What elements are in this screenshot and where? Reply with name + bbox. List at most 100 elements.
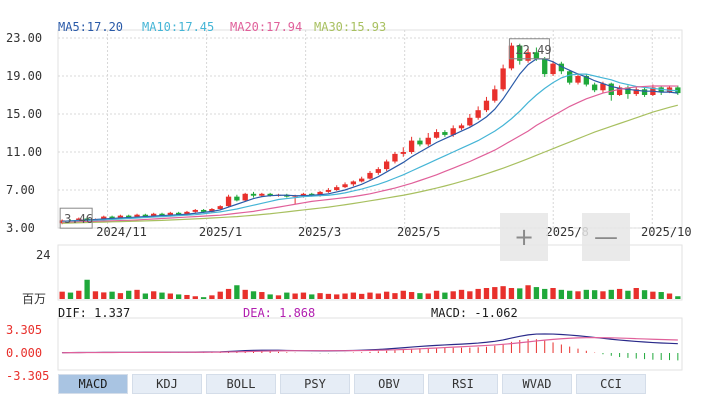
volume-bar [76, 290, 82, 299]
tab-obv[interactable]: OBV [354, 374, 424, 394]
candle-body [583, 76, 589, 85]
ma10-label: MA10:17.45 [142, 20, 215, 34]
candle-body [192, 209, 198, 212]
high-annotation-box [508, 38, 550, 60]
candle-body [234, 196, 240, 201]
candle-body [500, 68, 506, 90]
candle-body [242, 193, 248, 201]
dea-line [62, 337, 678, 354]
candle-body [259, 193, 265, 196]
volume-panel-frame [57, 244, 683, 301]
candle-body [342, 184, 348, 188]
volume-bar [450, 291, 456, 299]
candle-body [483, 100, 490, 111]
tab-rsi[interactable]: RSI [428, 374, 498, 394]
volume-bar [650, 291, 656, 299]
price-tick-label: 7.00 [6, 183, 35, 197]
ma30-label: MA30:15.93 [314, 20, 387, 34]
candle-body [433, 132, 440, 138]
candle-body [400, 152, 406, 154]
volume-bar [259, 292, 265, 299]
volume-bar [234, 285, 240, 299]
volume-bar [442, 292, 448, 299]
volume-bar [167, 293, 173, 299]
candle-body [525, 52, 531, 61]
dea-value: DEA: 1.868 [243, 306, 316, 320]
volume-bar [92, 291, 99, 299]
volume-bar [59, 291, 65, 299]
tab-macd[interactable]: MACD [58, 374, 128, 394]
volume-bar [417, 293, 423, 299]
price-tick-label: 3.00 [6, 221, 35, 235]
candle-body [600, 83, 606, 91]
volume-bar [217, 291, 223, 299]
volume-bar [467, 291, 473, 299]
volume-bar [425, 293, 431, 299]
volume-bar [616, 288, 623, 299]
volume-bar [458, 289, 465, 299]
candle-body [209, 209, 215, 212]
volume-bar [317, 293, 323, 299]
volume-bar [533, 287, 540, 299]
volume-bar [151, 291, 157, 299]
candle-body [250, 193, 257, 196]
candle-body [508, 45, 515, 69]
volume-bar [292, 293, 298, 299]
volume-unit-label: 百万 [22, 292, 46, 306]
ma20-line [62, 85, 678, 223]
volume-bar [400, 290, 406, 299]
price-tick-label: 19.00 [6, 69, 42, 83]
volume-bar [184, 294, 190, 299]
volume-bar [575, 291, 581, 299]
volume-bar [284, 292, 290, 299]
candle-body [616, 87, 623, 95]
volume-bar [558, 289, 565, 299]
candle-body [458, 125, 465, 129]
candle-body [375, 169, 381, 173]
volume-bar [242, 289, 248, 299]
candle-body [117, 215, 124, 219]
zoom-out-button[interactable]: — [582, 213, 630, 261]
volume-bar [641, 290, 648, 299]
candle-body [575, 76, 581, 83]
macd-panel-frame [57, 317, 683, 371]
candle-body [109, 216, 115, 219]
volume-bar [367, 292, 373, 299]
low-annotation-box [59, 207, 93, 229]
volume-bar [175, 294, 182, 299]
tab-cci[interactable]: CCI [576, 374, 646, 394]
volume-bar [267, 294, 273, 299]
date-tick-label: 2025/5 [397, 225, 440, 239]
candle-body [101, 216, 107, 220]
volume-bar [600, 291, 606, 299]
volume-bar [517, 288, 523, 299]
volume-bar [275, 295, 282, 299]
volume-bar [334, 294, 340, 299]
volume-bar [383, 291, 390, 299]
volume-bar [475, 288, 481, 299]
candle-body [450, 128, 456, 135]
volume-bar [433, 290, 440, 299]
macd-tick-label: 0.000 [6, 346, 42, 360]
candle-body [392, 153, 398, 162]
zoom-in-button[interactable]: + [500, 213, 548, 261]
ma5-label: MA5:17.20 [58, 20, 124, 34]
candle-body [267, 193, 273, 196]
volume-bar [200, 297, 207, 299]
tab-psy[interactable]: PSY [280, 374, 350, 394]
price-panel-frame [57, 29, 683, 229]
price-tick-label: 11.00 [6, 145, 42, 159]
date-tick-label: 2025/1 [199, 225, 242, 239]
volume-bar [84, 279, 90, 299]
tab-boll[interactable]: BOLL [206, 374, 276, 394]
price-tick-label: 15.00 [6, 107, 42, 121]
volume-bar [666, 293, 673, 299]
volume-bar [567, 290, 573, 299]
volume-bar [625, 290, 631, 299]
candle-body [383, 161, 390, 170]
tab-wvad[interactable]: WVAD [502, 374, 572, 394]
volume-bar [550, 288, 556, 299]
tab-kdj[interactable]: KDJ [132, 374, 202, 394]
candle-body [492, 89, 498, 101]
